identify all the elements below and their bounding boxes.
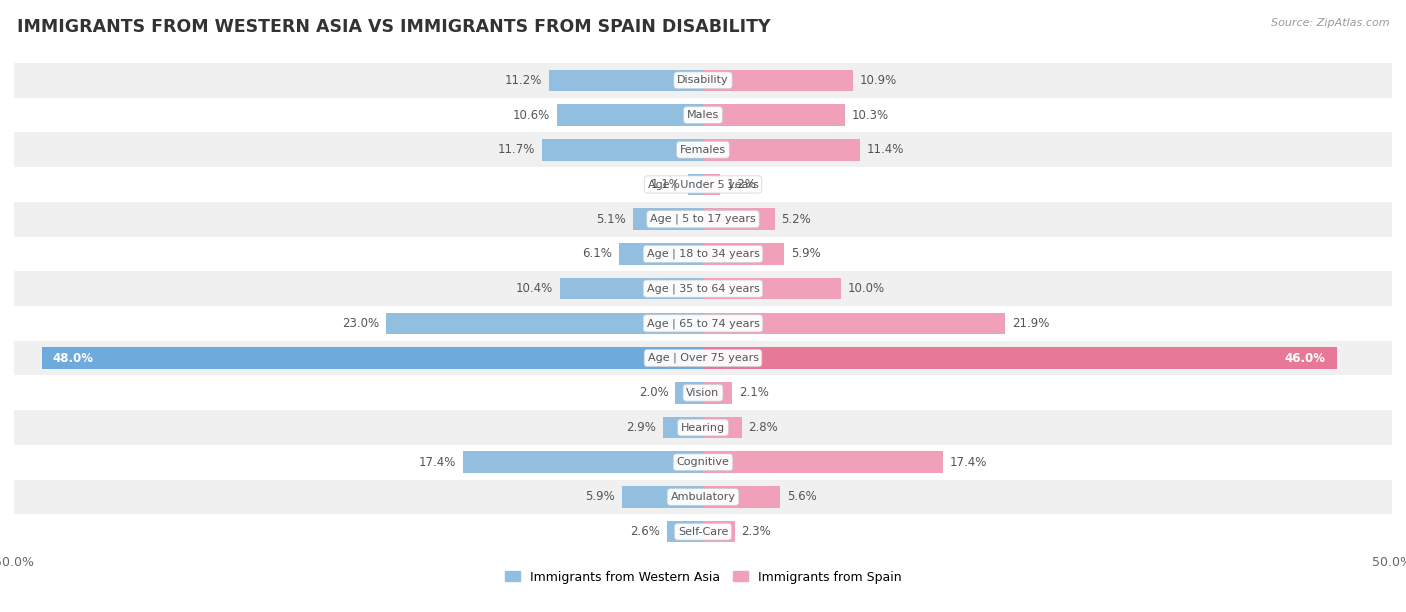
Bar [703, 348, 1337, 369]
Bar [14, 202, 1392, 237]
Text: 2.6%: 2.6% [630, 525, 661, 538]
Text: 5.1%: 5.1% [596, 213, 626, 226]
Text: Age | 65 to 74 years: Age | 65 to 74 years [647, 318, 759, 329]
Bar [14, 98, 1392, 132]
Text: IMMIGRANTS FROM WESTERN ASIA VS IMMIGRANTS FROM SPAIN DISABILITY: IMMIGRANTS FROM WESTERN ASIA VS IMMIGRAN… [17, 18, 770, 36]
Text: Age | Under 5 years: Age | Under 5 years [648, 179, 758, 190]
Bar [703, 209, 775, 230]
Text: 10.3%: 10.3% [852, 108, 889, 122]
Bar [688, 174, 703, 195]
Legend: Immigrants from Western Asia, Immigrants from Spain: Immigrants from Western Asia, Immigrants… [501, 565, 905, 589]
Text: 11.4%: 11.4% [868, 143, 904, 156]
Bar [14, 271, 1392, 306]
Text: Self-Care: Self-Care [678, 527, 728, 537]
Bar [703, 278, 841, 299]
Text: 5.9%: 5.9% [585, 490, 614, 504]
Bar [14, 167, 1392, 202]
Text: 10.0%: 10.0% [848, 282, 884, 295]
Text: Source: ZipAtlas.com: Source: ZipAtlas.com [1271, 18, 1389, 28]
Bar [387, 313, 703, 334]
Text: 1.2%: 1.2% [727, 178, 756, 191]
Bar [675, 382, 703, 403]
Text: 1.1%: 1.1% [651, 178, 681, 191]
Bar [14, 375, 1392, 410]
Text: Cognitive: Cognitive [676, 457, 730, 467]
Bar [621, 486, 703, 508]
Text: Age | 5 to 17 years: Age | 5 to 17 years [650, 214, 756, 225]
Bar [703, 382, 733, 403]
Text: 5.2%: 5.2% [782, 213, 811, 226]
Bar [557, 104, 703, 126]
Bar [548, 70, 703, 91]
Bar [14, 132, 1392, 167]
Bar [703, 174, 720, 195]
Bar [14, 445, 1392, 480]
Bar [14, 341, 1392, 375]
Text: 17.4%: 17.4% [949, 456, 987, 469]
Text: 2.3%: 2.3% [741, 525, 772, 538]
Bar [703, 313, 1005, 334]
Text: Males: Males [688, 110, 718, 120]
Text: 5.9%: 5.9% [792, 247, 821, 261]
Text: Vision: Vision [686, 388, 720, 398]
Bar [42, 348, 703, 369]
Bar [14, 237, 1392, 271]
Bar [703, 70, 853, 91]
Bar [14, 63, 1392, 98]
Text: Disability: Disability [678, 75, 728, 85]
Text: 10.4%: 10.4% [516, 282, 553, 295]
Text: 2.9%: 2.9% [626, 421, 657, 434]
Bar [703, 452, 943, 473]
Bar [703, 521, 735, 542]
Text: Age | Over 75 years: Age | Over 75 years [648, 353, 758, 364]
Bar [463, 452, 703, 473]
Text: 11.7%: 11.7% [498, 143, 534, 156]
Text: 11.2%: 11.2% [505, 74, 541, 87]
Bar [664, 417, 703, 438]
Bar [619, 243, 703, 264]
Text: 6.1%: 6.1% [582, 247, 612, 261]
Text: 2.8%: 2.8% [748, 421, 778, 434]
Text: Hearing: Hearing [681, 422, 725, 433]
Bar [633, 209, 703, 230]
Bar [703, 104, 845, 126]
Text: Ambulatory: Ambulatory [671, 492, 735, 502]
Bar [703, 139, 860, 160]
Bar [14, 306, 1392, 341]
Bar [703, 486, 780, 508]
Bar [703, 243, 785, 264]
Bar [541, 139, 703, 160]
Text: 2.0%: 2.0% [638, 386, 669, 399]
Bar [14, 514, 1392, 549]
Text: 46.0%: 46.0% [1285, 351, 1326, 365]
Text: 2.1%: 2.1% [738, 386, 769, 399]
Text: 10.9%: 10.9% [860, 74, 897, 87]
Text: 10.6%: 10.6% [513, 108, 550, 122]
Text: 17.4%: 17.4% [419, 456, 457, 469]
Text: 48.0%: 48.0% [52, 351, 94, 365]
Text: 23.0%: 23.0% [342, 317, 380, 330]
Bar [560, 278, 703, 299]
Bar [14, 480, 1392, 514]
Text: Females: Females [681, 145, 725, 155]
Bar [668, 521, 703, 542]
Text: 21.9%: 21.9% [1012, 317, 1049, 330]
Bar [703, 417, 741, 438]
Text: Age | 35 to 64 years: Age | 35 to 64 years [647, 283, 759, 294]
Text: 5.6%: 5.6% [787, 490, 817, 504]
Text: Age | 18 to 34 years: Age | 18 to 34 years [647, 248, 759, 259]
Bar [14, 410, 1392, 445]
